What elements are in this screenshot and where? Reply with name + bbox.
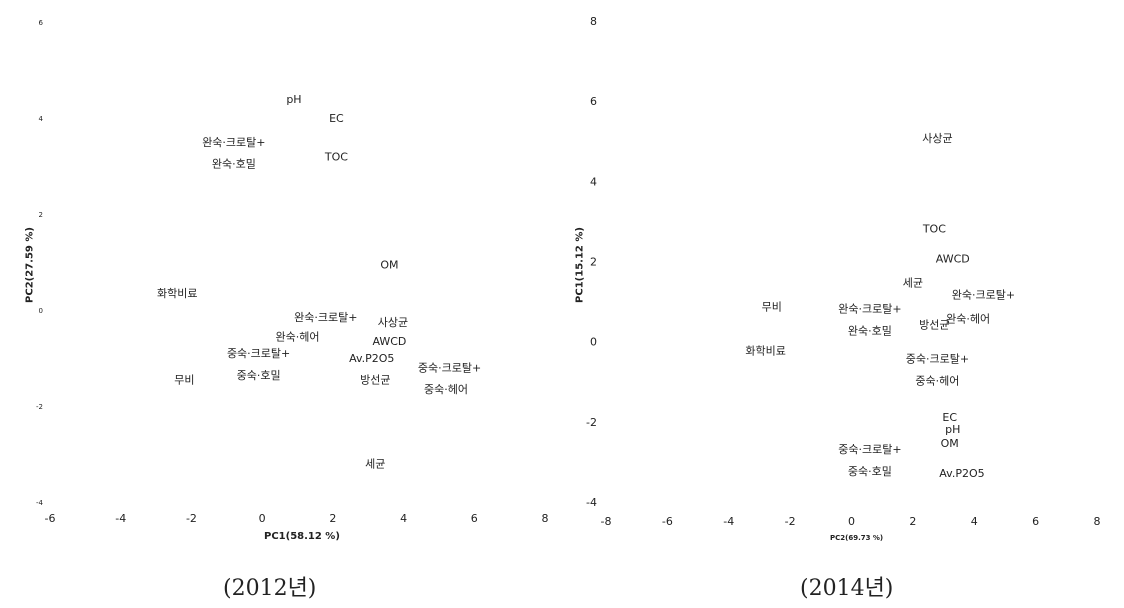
x-tick-label: 0 xyxy=(848,515,855,528)
y-tick-label: -4 xyxy=(36,499,44,507)
x-tick-label: 6 xyxy=(1032,515,1039,528)
scatter-plot-2012: -6 -4 -2 0 2 4 6 86420-2-4pHEC완숙·크로탈+TOC완숙·호밀OM… xyxy=(36,19,549,525)
y-tick-label: 6 xyxy=(590,95,597,108)
y-tick-label: 4 xyxy=(39,115,44,123)
point-label-ec: EC xyxy=(942,411,957,424)
x-tick-label: -2 xyxy=(785,515,796,528)
point-label-awcd: AWCD xyxy=(936,252,970,265)
point-label-av-p2o5: Av.P2O5 xyxy=(349,352,394,365)
x-tick-label: -2 xyxy=(186,512,197,525)
y-tick-label: 0 xyxy=(590,336,597,349)
point-label-label-8: 완숙·헤어 xyxy=(946,313,990,326)
point-label-label-16: 방선균 xyxy=(360,374,390,387)
point-label-label-6: 완숙·크로탈+ xyxy=(838,303,901,316)
point-label-label-5: 무비 xyxy=(762,301,782,314)
point-label-label-18: 세균 xyxy=(365,458,385,471)
point-label-label-8: 사상균 xyxy=(378,316,408,329)
x-tick-label: -6 xyxy=(45,512,56,525)
point-label-ph: pH xyxy=(286,93,301,106)
y-tick-label: -4 xyxy=(586,496,597,509)
x-tick-label: -4 xyxy=(723,515,734,528)
y-tick-label: 0 xyxy=(39,307,43,315)
point-label-label-17: 중숙·호밀 xyxy=(848,465,892,478)
point-label-label-16: 중숙·크로탈+ xyxy=(838,443,901,456)
point-label-label-7: 방선균 xyxy=(919,319,949,332)
point-label-label-3: 세균 xyxy=(903,277,923,290)
x-tick-label: 2 xyxy=(329,512,336,525)
point-label-label-4: 완숙·크로탈+ xyxy=(952,289,1015,302)
x-tick-label: -8 xyxy=(601,515,612,528)
point-label-label-7: 완숙·크로탈+ xyxy=(294,311,357,324)
point-label-av-p2o5: Av.P2O5 xyxy=(939,467,984,480)
y-tick-label: 2 xyxy=(590,256,597,269)
y-tick-label: -2 xyxy=(586,416,597,429)
point-label-label-11: 중숙·크로탈+ xyxy=(906,353,969,366)
y-tick-label: 8 xyxy=(590,15,597,28)
point-label-label-0: 사상균 xyxy=(922,132,952,145)
y-axis-title-2012: PC2(27.59 %) xyxy=(24,227,36,303)
x-tick-label: 2 xyxy=(909,515,916,528)
caption-2014: (2014년) xyxy=(800,576,894,601)
y-tick-label: -2 xyxy=(36,403,43,411)
x-tick-label: -4 xyxy=(115,512,126,525)
scatter-plot-2014: -8 -6 -4 -2 0 2 4 6 886420-2-4사상균TOCAWCD세균완숙·크로탈… xyxy=(586,15,1101,528)
y-tick-label: 2 xyxy=(39,211,43,219)
x-axis-title-2012: PC1(58.12 %) xyxy=(264,531,340,542)
x-tick-label: 6 xyxy=(471,512,478,525)
point-label-awcd: AWCD xyxy=(372,335,406,348)
point-label-label-2: 완숙·크로탈+ xyxy=(202,136,265,149)
y-tick-label: 4 xyxy=(590,175,597,188)
x-tick-label: -6 xyxy=(662,515,673,528)
point-label-om: OM xyxy=(380,258,398,271)
point-label-label-17: 중숙·헤어 xyxy=(424,383,468,396)
x-axis-title-2014: PC2(69.73 %) xyxy=(830,534,884,542)
x-tick-label: 8 xyxy=(1094,515,1101,528)
y-tick-label: 6 xyxy=(39,19,44,27)
point-label-label-4: 완숙·호밀 xyxy=(212,158,256,171)
point-label-om: OM xyxy=(941,437,959,450)
point-label-ph: pH xyxy=(945,423,960,436)
point-label-label-6: 화학비료 xyxy=(157,287,197,300)
y-axis-title-2014: PC1(15.12 %) xyxy=(574,227,586,303)
point-label-label-9: 완숙·헤어 xyxy=(276,330,320,343)
point-label-label-15: 무비 xyxy=(174,374,194,387)
point-label-label-13: 중숙·크로탈+ xyxy=(418,362,481,375)
x-tick-label: 4 xyxy=(971,515,978,528)
x-tick-label: 8 xyxy=(542,512,549,525)
point-label-label-12: 중숙·헤어 xyxy=(915,375,959,388)
point-label-label-14: 중숙·호밀 xyxy=(237,369,281,382)
point-label-label-9: 완숙·호밀 xyxy=(848,325,892,338)
point-label-toc: TOC xyxy=(324,150,348,163)
x-tick-label: 0 xyxy=(259,512,266,525)
point-label-ec: EC xyxy=(329,112,344,125)
x-tick-label: 4 xyxy=(400,512,407,525)
point-label-label-11: 중숙·크로탈+ xyxy=(227,347,290,360)
point-label-toc: TOC xyxy=(922,222,946,235)
caption-2012: (2012년) xyxy=(223,576,317,601)
point-label-label-10: 화학비료 xyxy=(745,345,785,358)
